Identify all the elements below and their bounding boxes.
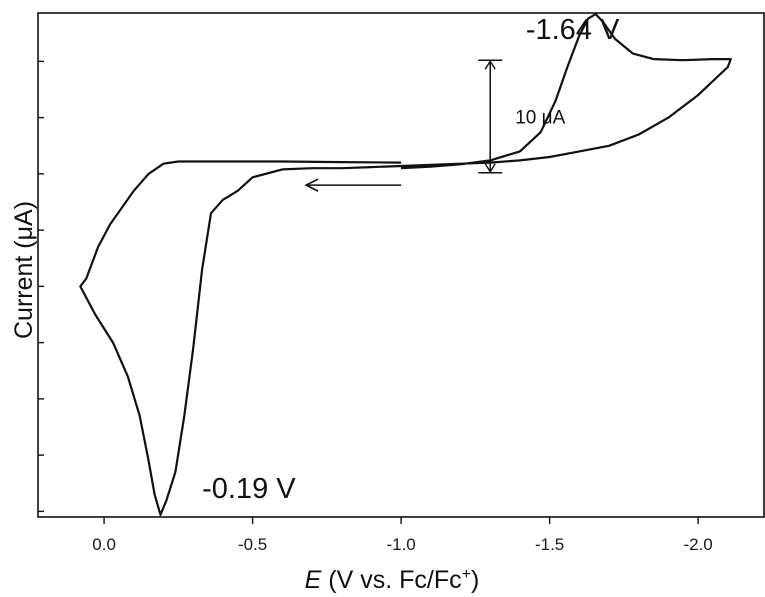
y-axis-title: Current (μA) — [10, 201, 38, 339]
x-tick-label: -0.5 — [238, 535, 267, 554]
scale-bar-arrowhead-bottom — [484, 163, 496, 174]
x-tick-label: -1.0 — [386, 535, 415, 554]
x-tick-label: -1.5 — [535, 535, 564, 554]
scale-bar-arrowhead-top — [484, 59, 496, 70]
x-axis-title: E (V vs. Fc/Fc+) — [305, 566, 480, 594]
x-tick-label: -2.0 — [683, 535, 712, 554]
peak-annotation-reduction: -1.64 V — [526, 14, 620, 46]
scan-direction-arrow — [304, 178, 402, 192]
scan-arrow-head — [304, 178, 319, 192]
x-ticks: 0.0 -0.5 -1.0 -1.5 -2.0 — [92, 517, 713, 554]
y-ticks — [38, 60, 44, 513]
scale-bar-label: 10 μA — [515, 108, 565, 129]
peak-annotation-oxidation: -0.19 V — [202, 473, 296, 505]
cv-curve-series — [79, 13, 732, 516]
x-tick-label: 0.0 — [92, 535, 116, 554]
plot-frame — [37, 12, 765, 518]
scale-bar — [478, 59, 503, 174]
